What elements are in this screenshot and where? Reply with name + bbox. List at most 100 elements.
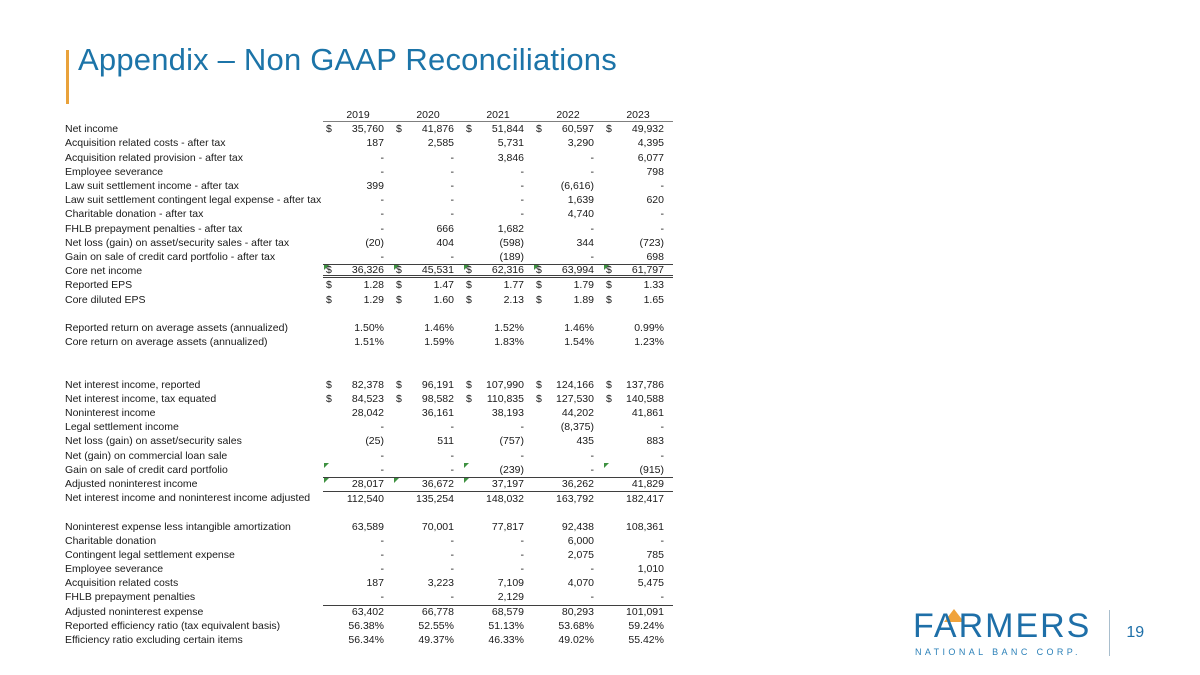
table-cell: (6,616) [533,179,603,193]
spacer-row [65,349,673,363]
row-label: Legal settlement income [65,421,179,434]
cell-value: 46.33% [488,634,524,647]
table-row: Net interest income, tax equated $84,523 $… [65,392,673,406]
table-row: FHLB prepayment penalties - - 2,129 - - [65,590,673,604]
cell-value: 5,731 [497,137,524,150]
cell-value: 1.51% [354,336,384,349]
cell-value: (239) [499,463,524,476]
cell-value: - [590,250,595,263]
cell-value: (915) [639,463,664,476]
row-values: 187 3,223 7,109 4,070 5,475 [323,576,673,590]
table-cell: (189) [463,250,533,264]
currency-symbol: $ [536,378,542,391]
table-cell: - [603,590,673,604]
cell-value: 51,844 [491,123,524,136]
table-cell: (20) [323,236,393,250]
cell-value: 1,010 [637,563,664,576]
table-cell: $1.79 [533,278,603,292]
table-cell: $1.33 [603,278,673,292]
cell-value: - [450,208,455,221]
cell-value: 1.29 [363,293,384,306]
table-row: Core diluted EPS $1.29 $1.60 $2.13 $1.89 $1.6… [65,292,673,306]
table-cell: 5,475 [603,576,673,590]
table-cell: 3,846 [463,151,533,165]
table-cell: - [463,179,533,193]
cell-value: 28,042 [351,407,384,420]
table-cell: - [463,548,533,562]
row-label: FHLB prepayment penalties - after tax [65,222,243,235]
cell-value: - [590,222,595,235]
cell-value: 96,191 [421,378,454,391]
cell-value: - [590,165,595,178]
row-label: Adjusted noninterest expense [65,605,204,618]
table-cell: - [533,590,603,604]
table-row: Net interest income and noninterest inco… [65,491,673,505]
cell-value: 92,438 [561,520,594,533]
table-cell: 1.54% [533,335,603,349]
table-row: Net (gain) on commercial loan sale - - - - - [65,449,673,463]
table-cell: - [323,534,393,548]
cell-value: - [380,421,385,434]
table-cell: - [323,222,393,236]
currency-symbol: $ [606,293,612,306]
cell-value: - [450,548,455,561]
table-cell: 53.68% [533,619,603,633]
cell-value: 55.42% [628,634,664,647]
row-values: 1.50% 1.46% 1.52% 1.46% 0.99% [323,321,673,335]
table-cell: 68,579 [463,606,533,619]
table-cell: - [603,449,673,463]
row-label: Core return on average assets (annualize… [65,336,268,349]
cell-value: - [520,180,525,193]
currency-symbol: $ [466,378,472,391]
table-cell: 56.38% [323,619,393,633]
row-values: 63,402 66,778 68,579 80,293 101,091 [323,604,673,619]
cell-value: - [450,194,455,207]
row-values: 28,017 36,672 37,197 36,262 41,829 [323,476,673,491]
cell-value: 49.37% [418,634,454,647]
cell-value: 124,166 [556,378,594,391]
spacer-row [65,505,673,519]
table-cell: $61,797 [603,264,673,276]
currency-symbol: $ [536,293,542,306]
table-cell: 44,202 [533,406,603,420]
table-row: Adjusted noninterest income 28,017 36,672 3… [65,476,673,491]
table-cell: 135,254 [393,492,463,505]
cell-value: 35,760 [351,123,384,136]
cell-value: 51.13% [488,619,524,632]
table-cell: $1.28 [323,278,393,292]
table-cell: 28,042 [323,406,393,420]
table-cell: - [533,463,603,477]
cell-value: 41,861 [631,407,664,420]
cell-value: 1.65 [643,293,664,306]
cell-value: 28,017 [351,478,384,491]
cell-value: 66,778 [421,606,454,619]
table-cell: - [533,562,603,576]
cell-value: 2.13 [503,293,524,306]
cell-value: - [450,591,455,604]
currency-symbol: $ [606,392,612,405]
cell-value: - [450,449,455,462]
table-cell: $82,378 [323,378,393,392]
table-cell: 666 [393,222,463,236]
table-cell: - [323,193,393,207]
cell-value: 3,846 [497,151,524,164]
table-cell: - [603,420,673,434]
table-cell: $63,994 [533,264,603,276]
row-label: Net loss (gain) on asset/security sales [65,435,242,448]
cell-value: 37,197 [491,478,524,491]
cell-value: - [660,449,665,462]
cell-value: 80,293 [561,606,594,619]
table-cell: - [393,562,463,576]
cell-value: 435 [576,435,594,448]
spacer-row [65,307,673,321]
row-values: - - 2,129 - - [323,590,673,604]
row-values: 63,589 70,001 77,817 92,438 108,361 [323,519,673,533]
table-cell: 182,417 [603,492,673,505]
table-cell: $36,326 [323,264,393,276]
table-cell: $45,531 [393,264,463,276]
table-cell: - [463,193,533,207]
table-cell: 55.42% [603,633,673,647]
row-label: Net loss (gain) on asset/security sales … [65,236,290,249]
cell-value: 1.33 [643,279,664,292]
